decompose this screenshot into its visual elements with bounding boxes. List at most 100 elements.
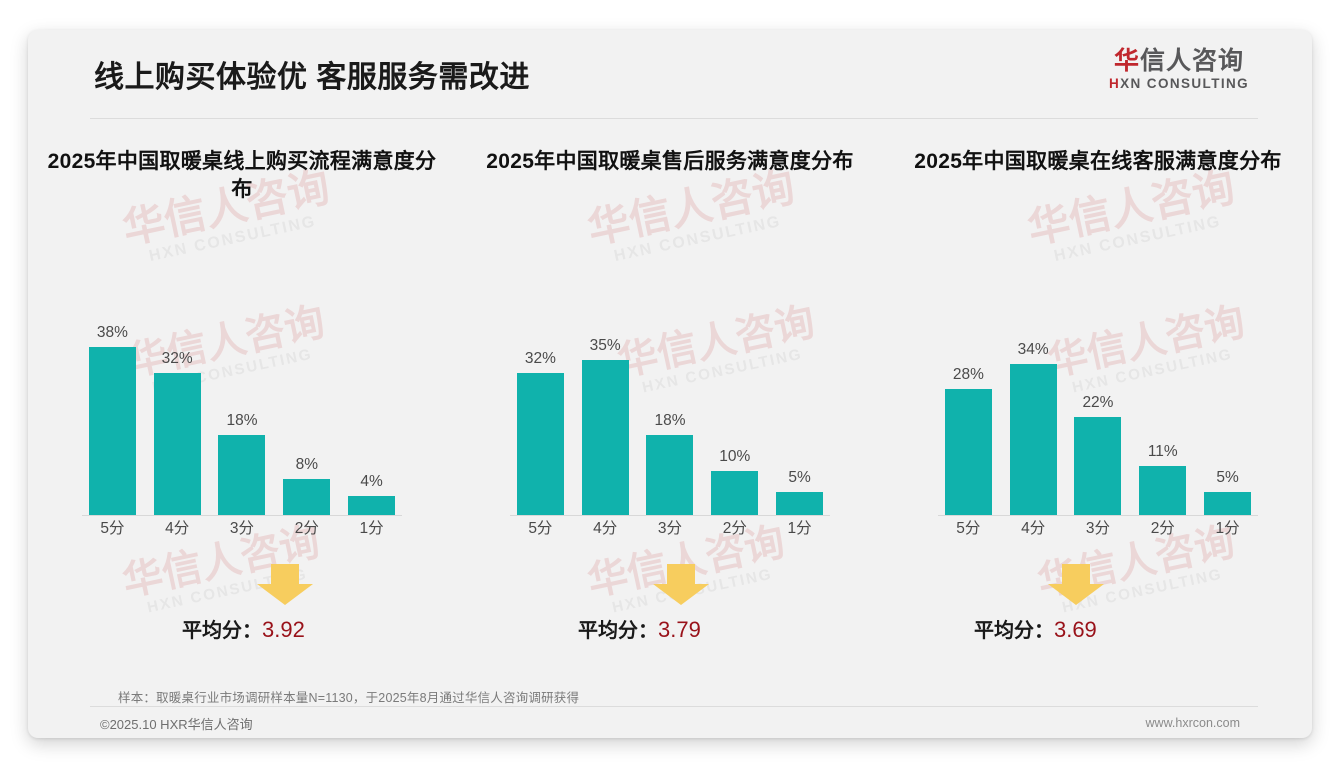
logo-chars-rest: 信人咨询 [1140, 47, 1245, 75]
x-axis-tick: 3分 [1085, 520, 1111, 537]
bar-value-label: 10% [719, 448, 751, 465]
bar-value-label: 32% [161, 350, 193, 367]
bar-value-label: 34% [1017, 341, 1049, 358]
plot-area: 28% 34% 22% 11% [937, 252, 1258, 516]
chart-title: 2025年中国取暖桌售后服务满意度分布 [486, 150, 854, 173]
bar[interactable] [88, 347, 136, 515]
x-axis-tick: 1分 [359, 520, 384, 537]
bar-value-label: 32% [524, 350, 556, 367]
x-axis-tick: 1分 [787, 520, 812, 537]
bar-column[interactable]: 5% [769, 252, 830, 515]
bar-column[interactable]: 18% [640, 252, 701, 515]
bar-column[interactable]: 28% [938, 252, 999, 515]
average-score: 平均分：3.92 [182, 614, 442, 643]
bar[interactable] [516, 373, 564, 515]
bar-chart: 38% 32% 18% 8% [82, 252, 402, 552]
x-axis-tick: 5分 [100, 520, 125, 537]
bar-chart: 32% 35% 18% 10% [509, 252, 830, 552]
bar-column[interactable]: 5% [1197, 252, 1258, 515]
x-axis-tick: 5分 [956, 520, 981, 537]
bar-column[interactable]: 32% [510, 252, 571, 515]
bar-chart: 28% 34% 22% 11% [937, 252, 1258, 552]
average-label: 平均分： [577, 620, 658, 642]
down-arrow-icon [1046, 564, 1106, 606]
bar-column[interactable]: 10% [704, 252, 765, 515]
average-callout [470, 564, 870, 612]
logo-english-text: HXN CONSULTING [1094, 76, 1264, 91]
average-callout [42, 564, 442, 612]
bar-value-label: 11% [1147, 443, 1178, 460]
charts-row: 2025年中国取暖桌线上购买流程满意度分布 38% 32% 18% [28, 148, 1312, 643]
bar[interactable] [711, 471, 759, 515]
down-arrow-icon [651, 564, 711, 606]
x-axis-tick: 2分 [294, 520, 319, 537]
average-score: 平均分：3.79 [578, 614, 870, 643]
plot-area: 38% 32% 18% 8% [82, 252, 402, 516]
bar[interactable] [1139, 466, 1187, 515]
logo-chinese-text: 华信人咨询 [1094, 48, 1264, 74]
bar-value-label: 18% [654, 412, 686, 429]
bar-value-label: 38% [96, 324, 128, 341]
page-title: 线上购买体验优 客服服务需改进 [94, 61, 530, 94]
bar-column[interactable]: 35% [575, 252, 636, 515]
bar-column[interactable]: 34% [1003, 252, 1064, 515]
bar-column[interactable]: 11% [1132, 252, 1193, 515]
bar-column[interactable]: 4% [341, 252, 402, 515]
bar-value-label: 5% [788, 469, 811, 486]
x-axis-tick: 2分 [1150, 520, 1175, 537]
copyright-text: ©2025.10 HXR华信人咨询 [100, 717, 253, 732]
bar[interactable] [348, 496, 396, 515]
footer-divider [90, 706, 1258, 707]
company-logo: 华信人咨询 HXN CONSULTING [1094, 48, 1264, 91]
bar-column[interactable]: 8% [276, 252, 337, 515]
x-axis-labels: 5分 4分 3分 2分 1分 [510, 516, 830, 538]
bar-value-label: 4% [360, 473, 383, 490]
chart-title: 2025年中国取暖桌在线客服满意度分布 [914, 150, 1282, 173]
bar-value-label: 8% [295, 456, 318, 473]
x-axis-tick: 4分 [165, 520, 190, 537]
x-axis-tick: 5分 [528, 520, 553, 537]
x-axis-tick: 2分 [722, 520, 747, 537]
bar[interactable] [1009, 364, 1057, 515]
chart-panel-purchase-flow: 2025年中国取暖桌线上购买流程满意度分布 38% 32% 18% [28, 148, 456, 643]
bar-column[interactable]: 18% [212, 252, 273, 515]
bar-column[interactable]: 22% [1068, 252, 1129, 515]
chart-panel-after-sales: 2025年中国取暖桌售后服务满意度分布 32% 35% 18% [456, 148, 884, 643]
sample-footnote: 样本：取暖桌行业市场调研样本量N=1130，于2025年8月通过华信人咨询调研获… [118, 691, 580, 705]
x-axis-tick: 4分 [1021, 520, 1046, 537]
bar-column[interactable]: 32% [147, 252, 208, 515]
average-value: 3.79 [657, 617, 701, 642]
x-axis-tick: 3分 [657, 520, 683, 537]
logo-en-initial: H [1108, 76, 1121, 92]
bar-value-label: 35% [589, 337, 621, 354]
plot-area: 32% 35% 18% 10% [509, 252, 830, 516]
bar[interactable] [646, 435, 694, 515]
slide-card: 华信人咨询 HXN CONSULTING 华信人咨询 HXN CONSULTING … [28, 30, 1312, 738]
logo-en-rest: XN CONSULTING [1120, 76, 1250, 92]
average-score: 平均分：3.69 [974, 614, 1298, 643]
average-label: 平均分： [182, 620, 262, 642]
bar[interactable] [153, 373, 201, 515]
bar[interactable] [218, 435, 266, 515]
bar-value-label: 18% [226, 412, 258, 429]
down-arrow-icon [255, 564, 315, 606]
bar[interactable] [1074, 417, 1122, 515]
website-url[interactable]: www.hxrcon.com [1145, 716, 1240, 730]
bar-column[interactable]: 38% [82, 252, 143, 515]
bar-value-label: 28% [952, 366, 984, 383]
bar[interactable] [581, 360, 629, 515]
chart-panel-online-service: 2025年中国取暖桌在线客服满意度分布 28% 34% 22% [884, 148, 1312, 643]
header-divider [90, 118, 1258, 119]
bar[interactable] [1204, 492, 1252, 515]
average-value: 3.69 [1053, 617, 1097, 642]
chart-title: 2025年中国取暖桌线上购买流程满意度分布 [47, 150, 437, 201]
x-axis-tick: 4分 [593, 520, 618, 537]
bar[interactable] [944, 389, 992, 515]
bar-value-label: 5% [1216, 469, 1239, 486]
bar[interactable] [283, 479, 331, 515]
x-axis-tick: 1分 [1215, 520, 1240, 537]
bar[interactable] [776, 492, 824, 515]
slide-header: 线上购买体验优 客服服务需改进 华信人咨询 HXN CONSULTING [28, 30, 1312, 118]
logo-char-hua: 华 [1113, 47, 1140, 75]
average-value: 3.92 [262, 617, 305, 642]
